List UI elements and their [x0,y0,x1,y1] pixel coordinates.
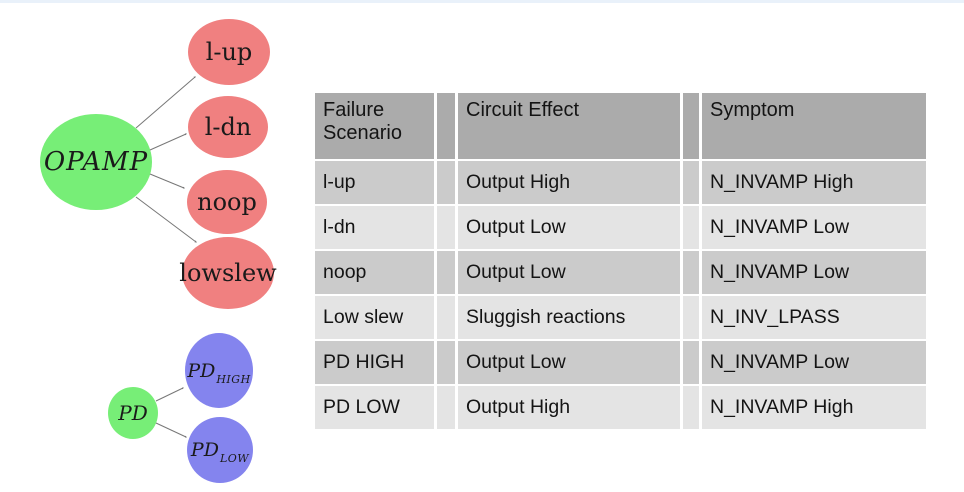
pd-mode-subscript: HIGH [216,373,251,386]
pd-mode-label: PD [190,439,219,461]
cell-scenario: noop [315,251,434,294]
cell-effect: Output High [458,386,680,429]
pd-mode-subscript: LOW [219,452,250,465]
cell-effect: Output High [458,161,680,204]
table-header-row: Failure Scenario Circuit Effect Symptom [315,93,926,159]
pd-root-node: PD [108,387,158,439]
cell-spacer [683,386,699,429]
edge-opamp-lup [135,77,195,129]
col-header-circuit-effect: Circuit Effect [458,93,680,159]
failure-node-label: lowslew [179,259,277,287]
cell-scenario: l-up [315,161,434,204]
table-row-l-dn: l-dn Output Low N_INVAMP Low [315,206,926,249]
cell-spacer [437,341,455,384]
table-row-noop: noop Output Low N_INVAMP Low [315,251,926,294]
cell-symptom: N_INVAMP High [702,161,926,204]
edge-pd-pdlow [155,422,186,437]
cell-spacer [437,296,455,339]
edge-pd-pdhigh [155,388,183,402]
failure-scenario-table: Failure Scenario Circuit Effect Symptom … [312,91,929,431]
pd-mode-label: PD [187,359,216,382]
cell-scenario: Low slew [315,296,434,339]
col-header-symptom: Symptom [702,93,926,159]
edge-opamp-noop [149,173,184,188]
pd-mode-node-high: PD HIGH [185,333,253,408]
cell-symptom: N_INVAMP High [702,386,926,429]
table-row-pd-high: PD HIGH Output Low N_INVAMP Low [315,341,926,384]
cell-spacer [683,206,699,249]
cell-spacer [437,251,455,294]
top-window-edge-strip [0,0,964,3]
col-header-spacer [683,93,699,159]
cell-spacer [683,341,699,384]
col-header-failure-scenario: Failure Scenario [315,93,434,159]
pd-root-label: PD [118,401,148,425]
failure-node-label: l-dn [204,113,252,141]
cell-symptom: N_INVAMP Low [702,206,926,249]
col-header-spacer [437,93,455,159]
cell-spacer [683,161,699,204]
cell-spacer [437,206,455,249]
table-row-l-up: l-up Output High N_INVAMP High [315,161,926,204]
cell-spacer [437,386,455,429]
cell-effect: Sluggish reactions [458,296,680,339]
cell-scenario: PD LOW [315,386,434,429]
cell-scenario: l-dn [315,206,434,249]
edge-opamp-ldn [149,134,186,151]
cell-effect: Output Low [458,341,680,384]
failure-node-label: l-up [205,38,253,66]
cell-symptom: N_INVAMP Low [702,341,926,384]
cell-effect: Output Low [458,251,680,294]
cell-spacer [683,296,699,339]
opamp-root-label: OPAMP [43,147,149,177]
cell-spacer [683,251,699,294]
cell-symptom: N_INVAMP Low [702,251,926,294]
failure-node-lowslew: lowslew [179,237,277,309]
cell-effect: Output Low [458,206,680,249]
table-row-pd-low: PD LOW Output High N_INVAMP High [315,386,926,429]
table-row-low-slew: Low slew Sluggish reactions N_INV_LPASS [315,296,926,339]
failure-node-l-dn: l-dn [188,96,268,158]
cell-symptom: N_INV_LPASS [702,296,926,339]
failure-node-l-up: l-up [188,19,270,85]
failure-node-noop: noop [187,170,267,234]
opamp-root-node: OPAMP [40,114,152,210]
failure-node-label: noop [197,188,257,216]
pd-mode-node-low: PD LOW [187,417,253,483]
cell-scenario: PD HIGH [315,341,434,384]
cell-spacer [437,161,455,204]
